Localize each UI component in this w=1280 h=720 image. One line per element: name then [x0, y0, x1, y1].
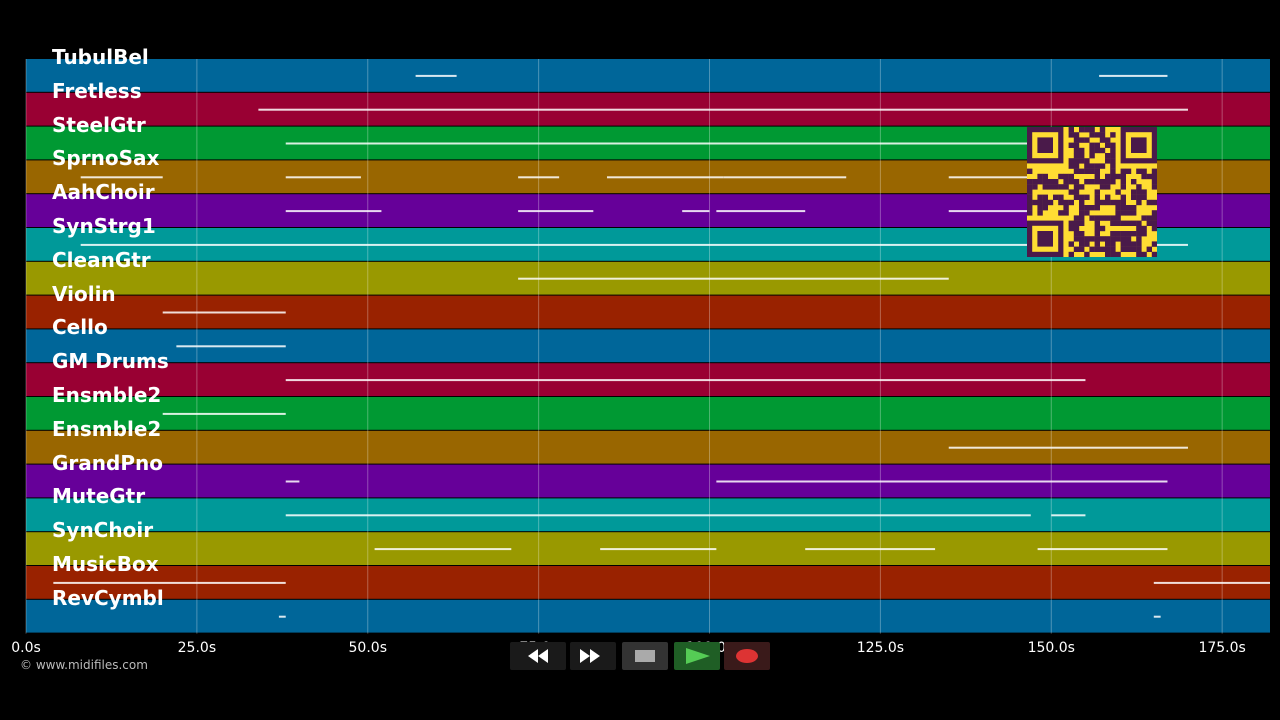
- time-tick-label: 150.0s: [1027, 640, 1075, 656]
- note-segment: [518, 210, 594, 213]
- time-grid: [25, 59, 1223, 634]
- note-segment: [285, 514, 1031, 517]
- note-segment: [162, 412, 286, 415]
- track-name: AahChoir: [52, 180, 155, 205]
- time-tick-label: 25.0s: [177, 640, 217, 656]
- note-segment: [53, 581, 286, 584]
- note-segment: [600, 548, 717, 551]
- note-segment: [285, 176, 361, 179]
- note-segment: [606, 176, 724, 179]
- note-segment: [1153, 581, 1270, 584]
- note-segment: [723, 176, 847, 179]
- stop-icon: [635, 650, 655, 662]
- note-segment: [176, 345, 286, 348]
- note-segment: [258, 108, 1188, 111]
- stop-button[interactable]: [622, 642, 668, 670]
- transport-controls: [510, 642, 770, 670]
- note-segment: [278, 615, 286, 618]
- copyright-text: © www.midifiles.com: [20, 658, 148, 672]
- track-name: MusicBox: [52, 552, 159, 576]
- note-segment: [518, 277, 949, 280]
- note-segment: [948, 210, 1065, 213]
- note-segment: [1099, 74, 1168, 77]
- rewind-button[interactable]: [510, 642, 566, 670]
- note-marks: [53, 74, 1270, 618]
- note-segment: [716, 480, 1168, 483]
- track-name: Ensmble2: [52, 383, 162, 407]
- note-segment: [415, 74, 457, 77]
- note-segment: [1037, 548, 1168, 551]
- record-icon: [736, 649, 758, 663]
- time-tick-label: 0.0s: [11, 640, 41, 656]
- time-tick-label: 50.0s: [348, 640, 387, 656]
- track-lane: [26, 59, 1270, 92]
- note-segment: [1153, 615, 1161, 618]
- fast-forward-button[interactable]: [570, 642, 616, 670]
- note-segment: [285, 379, 1086, 382]
- note-segment: [374, 548, 512, 551]
- track-name: SynStrg1: [52, 214, 156, 238]
- track-name: Fretless: [52, 78, 142, 103]
- track-name: GrandPno: [52, 450, 163, 475]
- track-lane: [26, 599, 1270, 633]
- note-segment: [682, 210, 710, 213]
- track-name: SynChoir: [52, 518, 154, 543]
- track-name: MuteGtr: [52, 484, 146, 509]
- track-name: RevCymbl: [52, 585, 164, 610]
- time-tick-label: 125.0s: [856, 640, 905, 656]
- note-segment: [80, 176, 163, 179]
- track-name: Violin: [52, 281, 116, 306]
- track-name: Ensmble2: [52, 416, 162, 441]
- time-tick-label: 175.0s: [1198, 640, 1246, 656]
- note-segment: [948, 176, 1052, 179]
- rewind-icon: [528, 649, 548, 663]
- note-segment: [948, 446, 1188, 449]
- track-name: GM Drums: [52, 349, 169, 374]
- fast-forward-icon: [580, 649, 600, 663]
- track-name: CleanGtr: [52, 247, 151, 272]
- note-segment: [716, 210, 806, 213]
- note-segment: [518, 176, 560, 179]
- note-segment: [80, 243, 1188, 246]
- track-name: SteelGtr: [52, 112, 146, 137]
- note-segment: [1051, 514, 1086, 517]
- note-segment: [162, 311, 286, 314]
- note-segment: [285, 210, 382, 213]
- note-segment: [805, 548, 936, 551]
- track-name: Cello: [52, 315, 108, 340]
- play-icon: [686, 648, 710, 664]
- note-segment: [285, 480, 300, 483]
- qr-code: [1027, 127, 1158, 258]
- note-segment: [285, 142, 1031, 145]
- track-name: SprnoSax: [52, 146, 160, 171]
- play-button[interactable]: [674, 642, 720, 670]
- track-name: TubulBel: [52, 45, 149, 69]
- record-button[interactable]: [724, 642, 770, 670]
